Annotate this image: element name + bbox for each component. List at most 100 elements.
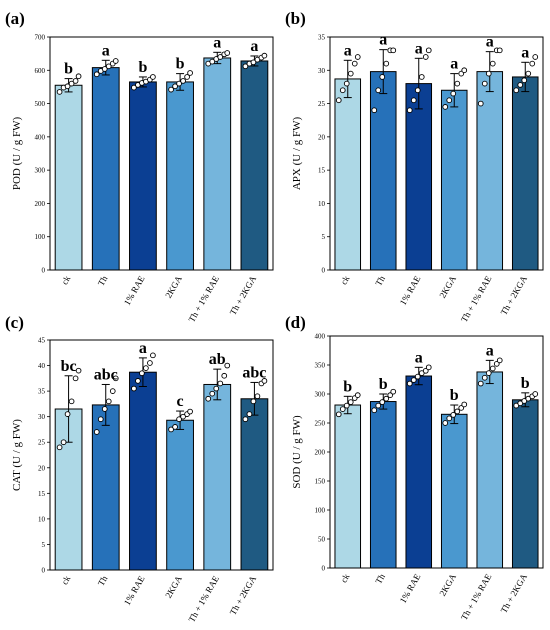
data-point: [209, 390, 216, 397]
x-tick-label: ck: [59, 274, 72, 287]
y-tick-label: 50: [318, 536, 326, 544]
y-tick-label: 200: [35, 200, 46, 208]
y-axis-label: POD (U / g FW): [11, 117, 23, 191]
data-point: [414, 373, 421, 380]
plot-frame: [329, 36, 544, 271]
data-point: [209, 58, 216, 65]
significance-letter: abc: [242, 364, 266, 381]
data-point: [93, 71, 100, 78]
y-axis-label: CAT (U / g FW): [11, 419, 23, 491]
y-tick-label: 0: [322, 565, 326, 573]
data-point: [131, 385, 137, 392]
data-point: [387, 392, 394, 399]
data-point: [450, 90, 457, 97]
bar-3: [405, 83, 433, 271]
y-tick-label: 500: [35, 100, 46, 108]
data-point: [339, 87, 346, 94]
panel-label: (a): [5, 9, 25, 28]
data-point: [56, 89, 63, 95]
data-point: [97, 416, 104, 423]
significance-letter: a: [415, 349, 423, 366]
data-point: [454, 80, 461, 87]
y-tick-label: 350: [315, 362, 326, 370]
data-point: [93, 429, 100, 435]
data-point: [379, 399, 386, 405]
x-tick-label: 1% RAE: [398, 274, 423, 307]
data-point: [425, 364, 432, 371]
data-point: [347, 70, 354, 77]
data-point: [217, 54, 224, 60]
y-tick-label: 0: [322, 267, 326, 275]
data-point: [442, 104, 449, 110]
y-tick-label: 200: [315, 449, 326, 457]
bar-4: [166, 419, 194, 571]
data-point: [371, 107, 378, 114]
data-point: [109, 388, 116, 394]
data-point: [347, 399, 354, 405]
y-tick-label: 35: [38, 388, 46, 396]
significance-letter: a: [379, 32, 387, 49]
data-point: [150, 74, 156, 80]
data-point: [213, 385, 220, 392]
data-point: [339, 406, 346, 412]
x-tick-label: Th + 2KGA: [499, 572, 530, 615]
significance-letter: a: [486, 34, 494, 51]
data-point: [242, 63, 249, 70]
data-point: [168, 426, 174, 433]
chart-panel-4: (d) SOD (U / g FW) 0 50 100 150 200 250 300 350 40…: [285, 313, 544, 622]
significance-letter: c: [177, 393, 184, 410]
data-point: [105, 63, 112, 70]
data-point: [354, 54, 361, 60]
bar-3: [405, 375, 433, 569]
significance-letter: b: [64, 61, 73, 78]
data-point: [406, 107, 413, 114]
x-tick-label: ck: [339, 572, 352, 585]
x-tick-label: Th + 2KGA: [499, 274, 530, 317]
x-tick-label: 2KGA: [163, 274, 184, 300]
data-point: [343, 80, 350, 87]
x-tick-label: Th: [373, 274, 387, 288]
plot-frame: [49, 339, 274, 571]
data-point: [150, 352, 156, 359]
data-point: [461, 401, 468, 408]
data-point: [221, 372, 228, 379]
significance-letter: a: [521, 44, 529, 61]
data-point: [72, 375, 79, 382]
chart-panel-3: (c) CAT (U / g FW) 0 5 10 15 20 25 30 35 40 45 bc ck a…: [5, 313, 274, 624]
x-tick-label: Th + 1% RAE: [186, 274, 221, 324]
data-point: [64, 411, 71, 417]
bar-1: [54, 84, 83, 271]
y-tick-label: 45: [38, 337, 46, 345]
y-tick-label: 5: [42, 541, 46, 549]
data-point: [72, 78, 79, 84]
data-point: [112, 58, 119, 64]
data-point: [176, 416, 182, 423]
data-point: [422, 54, 429, 60]
data-point: [187, 408, 193, 415]
bar-5: [203, 383, 232, 571]
significance-letter: a: [415, 40, 423, 57]
data-point: [254, 393, 261, 400]
data-point: [246, 411, 253, 417]
x-tick-label: 1% RAE: [122, 574, 147, 607]
data-point: [147, 360, 153, 366]
data-point: [454, 408, 461, 415]
x-tick-label: Th + 1% RAE: [186, 574, 221, 624]
bar-2: [369, 71, 397, 271]
x-tick-label: Th + 2KGA: [228, 274, 259, 317]
y-tick-label: 100: [35, 233, 46, 241]
data-point: [224, 50, 231, 56]
data-point: [354, 392, 361, 399]
data-point: [180, 413, 186, 420]
significance-letter: abc: [94, 366, 118, 383]
data-point: [172, 424, 178, 430]
data-point: [477, 100, 484, 107]
data-point: [168, 86, 174, 93]
data-point: [525, 70, 532, 77]
data-point: [343, 402, 350, 409]
bar-6: [240, 60, 269, 271]
x-tick-label: ck: [59, 574, 72, 587]
bar-5: [203, 57, 232, 271]
data-point: [242, 416, 249, 423]
